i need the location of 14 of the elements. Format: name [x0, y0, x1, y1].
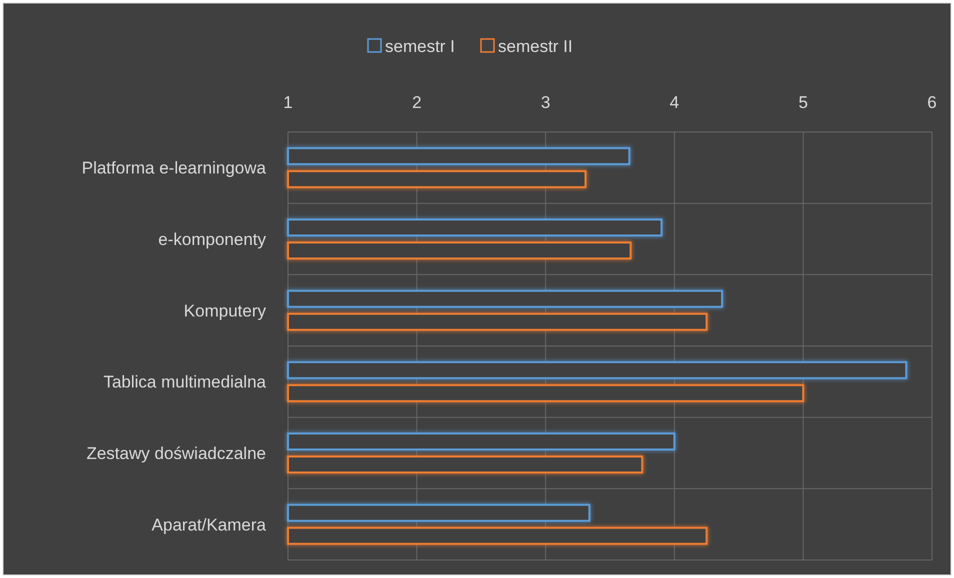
y-tick-label: e-komponenty — [158, 230, 266, 249]
y-tick-label: Komputery — [184, 301, 266, 320]
x-tick-label: 4 — [670, 93, 680, 112]
x-tick-label: 3 — [540, 93, 550, 112]
x-tick-label: 2 — [412, 93, 422, 112]
y-tick-label: Zestawy doświadczalne — [86, 444, 266, 463]
legend-label: semestr II — [498, 37, 573, 56]
legend-label: semestr I — [385, 37, 455, 56]
y-tick-label: Aparat/Kamera — [152, 515, 267, 534]
y-tick-label: Tablica multimedialna — [103, 372, 267, 392]
y-tick-label: Platforma e-learningowa — [82, 158, 267, 178]
x-tick-label: 5 — [798, 93, 808, 112]
x-tick-label: 1 — [283, 93, 293, 112]
x-tick-label: 6 — [927, 93, 937, 112]
